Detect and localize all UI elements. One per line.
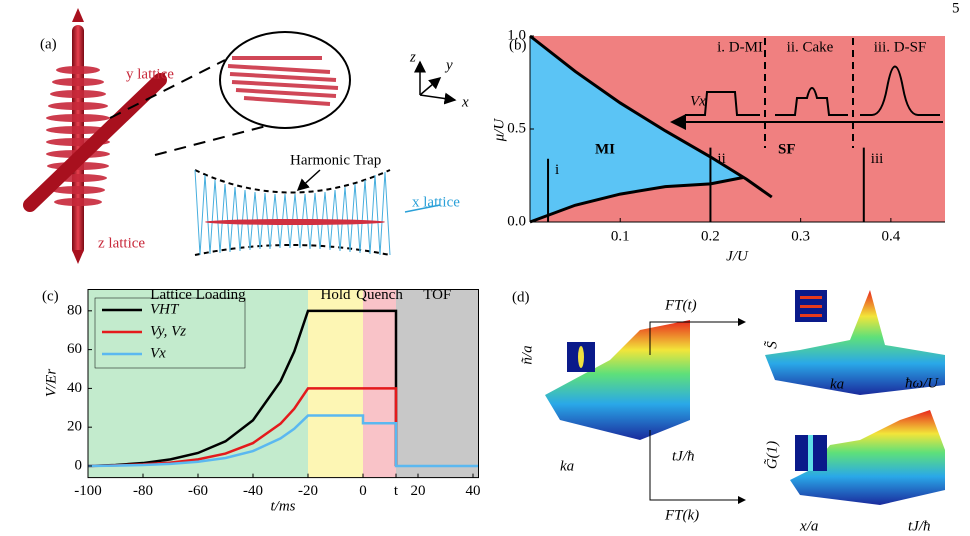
x-axis-label: t/ms: [270, 498, 295, 514]
region-label: Lattice Loading: [150, 287, 246, 303]
region: [396, 289, 479, 478]
y-tick-label: 1.0: [507, 27, 526, 43]
panel-c: Lattice Loading Hold Quench TOF VHT Vy, Vz Vx -…: [42, 287, 481, 515]
x-tick-label: -80: [133, 483, 153, 499]
axis-label: ñ/a: [519, 345, 535, 364]
panel-label: (a): [40, 36, 57, 52]
x-tick-label: -60: [188, 483, 208, 499]
profile: [775, 87, 848, 116]
x-tick-label: -20: [298, 483, 318, 499]
legend-label: Vx: [150, 345, 166, 361]
region: [308, 289, 363, 478]
axis-label: x: [461, 94, 469, 110]
line-series: [87, 414, 479, 468]
y-tick-label: 20: [67, 419, 82, 435]
annotation: FT(k): [664, 507, 699, 523]
annotation: y lattice: [126, 66, 174, 82]
panel-d: (d) FT(t) FT(k) ñ/a ka tJ/ħ S̃ ka ħω/U G…: [512, 289, 945, 534]
region-label: Quench: [356, 287, 403, 303]
panel-label: (d): [512, 289, 530, 305]
axis-label: z: [409, 49, 416, 65]
y-tick-label: 60: [67, 341, 82, 357]
phase-label: MI: [595, 141, 615, 157]
x-tick-label: 0.4: [881, 228, 900, 244]
region-label: Hold: [321, 287, 352, 303]
x-axis-label: J/U: [726, 248, 749, 264]
region: [363, 289, 396, 478]
cut-label: iii: [871, 151, 884, 167]
y-tick-label: 0.5: [507, 120, 526, 136]
cut-label: ii: [717, 151, 725, 167]
profile: [685, 91, 760, 116]
axis-label: S̃: [764, 341, 781, 349]
legend-label: Vy, Vz: [150, 323, 186, 339]
arrow-label: Vx: [690, 93, 706, 109]
x-tick-label: 0.2: [701, 228, 720, 244]
y-axis-label: V/Er: [43, 369, 59, 397]
region-label: TOF: [423, 287, 451, 303]
y-tick-label: 80: [67, 302, 82, 318]
x-tick-label: 40: [466, 483, 481, 499]
x-tick-label: t: [394, 483, 399, 499]
axis-label: y: [444, 57, 453, 73]
regime-label: ii. Cake: [787, 39, 834, 55]
annotation: z lattice: [98, 235, 145, 251]
annotation: Harmonic Trap: [290, 152, 381, 168]
x-tick-label: 20: [411, 483, 426, 499]
phase-label: SF: [778, 141, 796, 157]
surface: [765, 290, 945, 395]
profile: [860, 65, 940, 116]
axis-label: G̃(1): [764, 441, 781, 469]
line-series: [87, 309, 398, 468]
regime-label: i. D-MI: [717, 39, 763, 55]
surface: [545, 320, 690, 440]
phase-boundary: [529, 175, 745, 224]
x-tick-label: -100: [74, 483, 102, 499]
annotation: FT(t): [664, 297, 697, 313]
x-tick-label: 0.1: [611, 228, 630, 244]
panel-a: (a) z y x: [23, 8, 469, 264]
cut-label: i: [555, 162, 559, 178]
axis-label: tJ/ħ: [672, 448, 695, 464]
regime-label: iii. D-SF: [874, 39, 927, 55]
panel-label: (b): [509, 37, 527, 53]
axis-label: x/a: [799, 518, 818, 534]
axis-label: ħω/U: [905, 375, 939, 391]
region: [88, 289, 308, 478]
axis-label: ka: [560, 458, 574, 474]
y-tick-label: 0: [75, 457, 83, 473]
annotation: x lattice: [412, 194, 460, 210]
axis-label: ka: [830, 376, 844, 392]
page-number: 5: [952, 0, 960, 16]
panel-label: (c): [42, 288, 59, 304]
x-tick-label: 0.3: [791, 228, 810, 244]
lattice-illustration: [23, 8, 167, 264]
axis-box: [87, 289, 479, 479]
surface: [790, 410, 945, 505]
legend: [94, 297, 246, 369]
legend-label: VHT: [150, 301, 180, 317]
x-tick-label: -40: [243, 483, 263, 499]
y-tick-label: 40: [67, 380, 82, 396]
axis-label: tJ/ħ: [908, 518, 931, 534]
y-axis-label: μ/U: [491, 118, 507, 143]
phase-boundary: [529, 34, 773, 199]
y-tick-label: 0.0: [507, 213, 526, 229]
x-tick-label: 0: [359, 483, 367, 499]
